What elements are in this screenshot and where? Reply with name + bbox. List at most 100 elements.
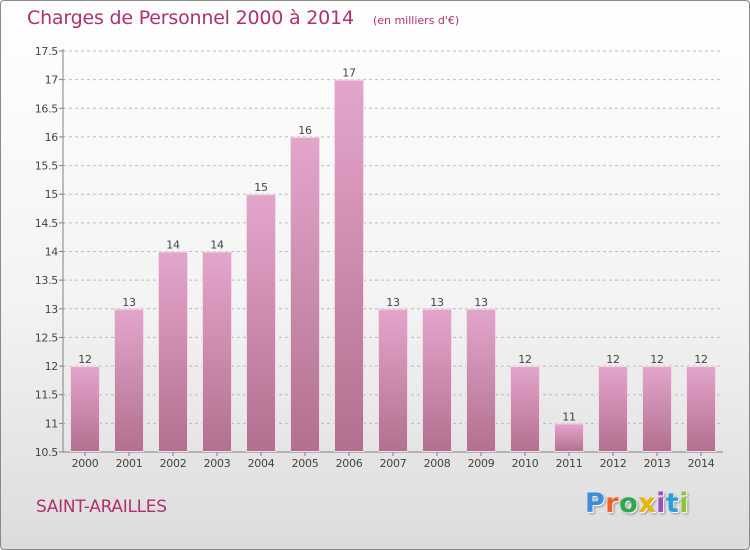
bar-highlight <box>290 136 320 453</box>
logo-letter: x <box>638 488 657 519</box>
logo-letter: P <box>585 488 606 519</box>
x-tick-label: 2009 <box>468 457 495 470</box>
bar <box>202 251 232 452</box>
bar-group <box>686 366 716 453</box>
x-tick-label: 2003 <box>204 457 231 470</box>
y-tick-label: 10.5 <box>35 446 59 459</box>
bar <box>334 79 364 453</box>
y-tick-label: 15 <box>45 188 59 201</box>
bars <box>70 79 716 453</box>
proxiti-logo: Proxiti <box>585 488 689 519</box>
bar-highlight <box>378 308 408 452</box>
bar-highlight <box>422 308 452 452</box>
data-label: 13 <box>386 296 400 309</box>
bar-group <box>114 308 144 452</box>
x-tick-label: 2010 <box>512 457 539 470</box>
logo-letter: i <box>679 488 690 519</box>
bar-highlight <box>158 251 188 452</box>
data-label: 11 <box>562 410 575 423</box>
x-tick-label: 2011 <box>556 457 583 470</box>
bar-group <box>246 194 276 452</box>
data-label: 12 <box>606 353 619 366</box>
bar-highlight <box>598 366 628 453</box>
y-tick-label: 16 <box>45 131 59 144</box>
bar-group <box>158 251 188 452</box>
x-tick-label: 2013 <box>644 457 671 470</box>
data-label: 12 <box>518 353 531 366</box>
y-tick-label: 12 <box>45 360 58 373</box>
bar <box>70 366 100 452</box>
y-tick-label: 11 <box>45 417 58 430</box>
bar <box>290 136 320 452</box>
y-tick-label: 16.5 <box>35 102 59 115</box>
bar-highlight <box>642 366 672 453</box>
data-label: 16 <box>298 124 312 137</box>
bar-group <box>378 308 408 452</box>
bar-group <box>290 136 320 453</box>
data-label: 12 <box>694 353 707 366</box>
bar <box>378 308 408 452</box>
x-tick-label: 2007 <box>380 457 407 470</box>
labels: 10.5 11 11.5 12 12.5 13 13.5 14 14.5 15 15.5 16 16.5… <box>35 45 715 470</box>
data-label: 12 <box>650 353 663 366</box>
bar-group <box>202 251 232 452</box>
chart-subtitle: (en milliers d'€) <box>372 14 460 27</box>
chart-title: Charges de Personnel 2000 à 2014 <box>27 7 354 29</box>
logo-letter: t <box>665 488 680 519</box>
bar-highlight <box>466 308 496 452</box>
bar-group <box>598 366 628 453</box>
bar-group <box>422 308 452 452</box>
place-name: SAINT-ARAILLES <box>36 497 167 517</box>
x-tick-label: 2000 <box>72 457 99 470</box>
y-tick-label: 14.5 <box>35 217 59 230</box>
bar <box>422 308 452 452</box>
y-tick-label: 14 <box>45 246 59 259</box>
bar-highlight <box>686 366 716 453</box>
bar <box>598 366 628 452</box>
bar-group <box>642 366 672 453</box>
bar-highlight <box>246 194 276 452</box>
bar <box>114 308 144 452</box>
logo-letter: o <box>619 488 639 519</box>
bar <box>510 366 540 452</box>
bar-highlight <box>334 79 364 453</box>
data-label: 17 <box>342 67 356 80</box>
bar-highlight <box>554 423 584 453</box>
bar-group <box>466 308 496 452</box>
bar-highlight <box>202 251 232 452</box>
bar <box>554 423 584 452</box>
x-tick-label: 2005 <box>292 457 319 470</box>
bar <box>246 194 276 452</box>
title-row: Charges de Personnel 2000 à 2014 (en mil… <box>27 7 459 29</box>
data-label: 14 <box>210 239 224 252</box>
bar <box>158 251 188 452</box>
data-label: 13 <box>430 296 444 309</box>
y-tick-label: 13 <box>45 303 59 316</box>
y-tick-label: 11.5 <box>35 389 59 402</box>
data-label: 13 <box>474 296 488 309</box>
bar <box>642 366 672 452</box>
y-tick-label: 17 <box>45 74 59 87</box>
y-tick-label: 13.5 <box>35 274 59 287</box>
x-tick-label: 2006 <box>336 457 363 470</box>
x-tick-label: 2008 <box>424 457 451 470</box>
logo-letter: r <box>605 488 620 519</box>
data-label: 14 <box>166 239 180 252</box>
x-tick-label: 2002 <box>160 457 187 470</box>
bar-highlight <box>510 366 540 453</box>
bar-group <box>510 366 540 453</box>
x-tick-label: 2004 <box>248 457 275 470</box>
x-tick-label: 2014 <box>688 457 715 470</box>
data-label: 13 <box>122 296 136 309</box>
x-tick-label: 2001 <box>116 457 143 470</box>
bar-highlight <box>114 308 144 452</box>
y-tick-label: 12.5 <box>35 331 59 344</box>
data-label: 15 <box>254 181 268 194</box>
x-tick-label: 2012 <box>600 457 627 470</box>
bar-group <box>70 366 100 453</box>
y-tick-label: 17.5 <box>35 45 59 58</box>
bar <box>466 308 496 452</box>
bar-group <box>554 423 584 453</box>
